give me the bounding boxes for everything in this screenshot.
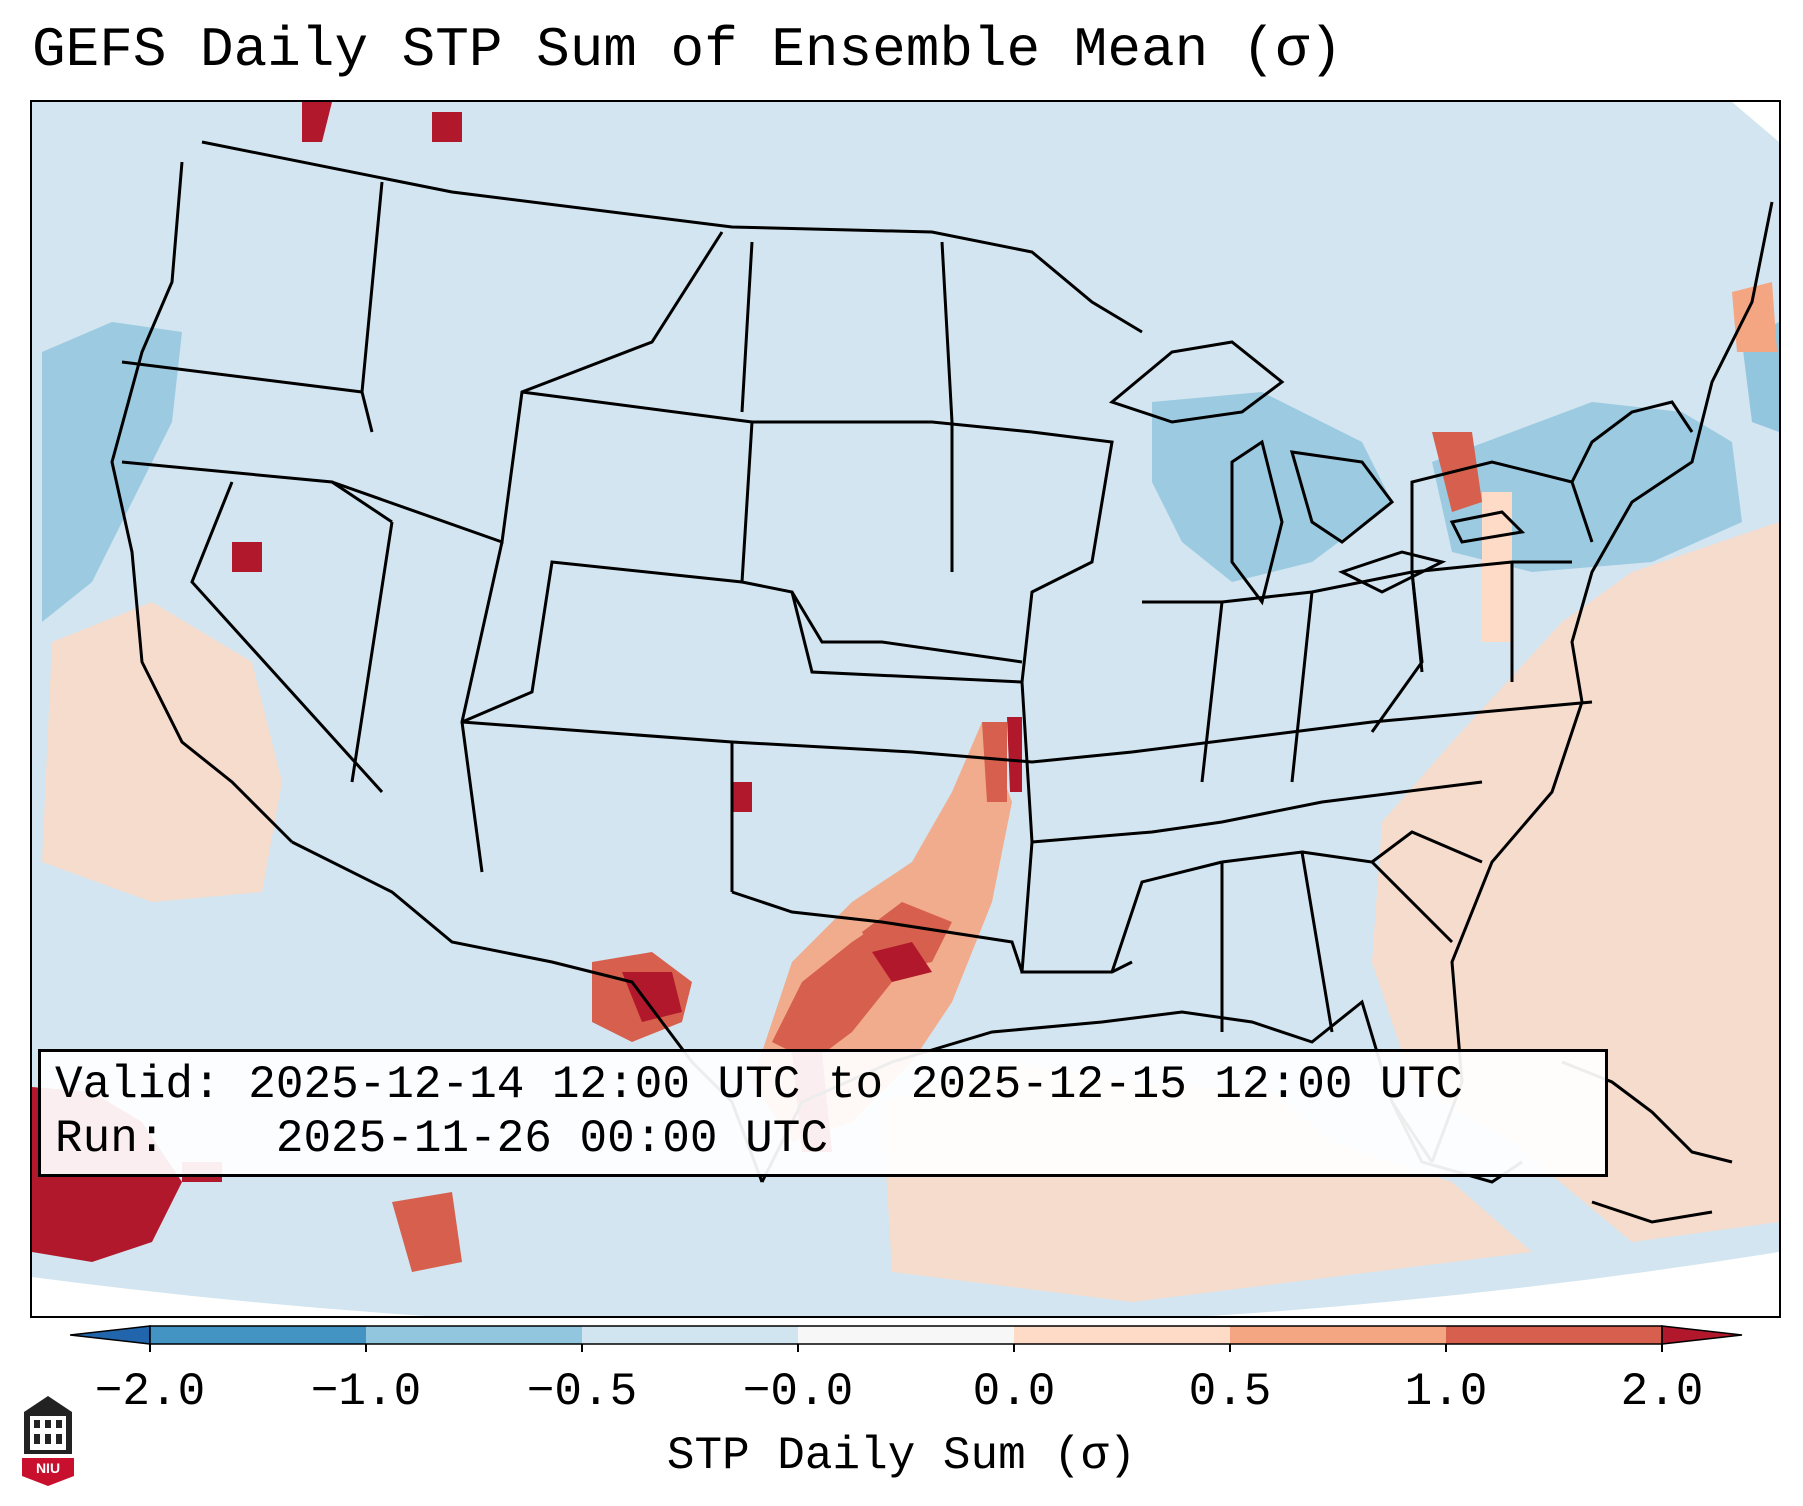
stp-anomaly-area — [42, 322, 182, 622]
colorbar-tick: −2.0 — [94, 1366, 206, 1418]
stp-anomaly-area — [622, 972, 682, 1022]
colorbar-bin — [366, 1326, 582, 1344]
colorbar-tick: 0.5 — [1188, 1366, 1272, 1418]
lake-michigan — [1230, 439, 1284, 606]
valid-info-box: Valid: 2025-12-14 12:00 UTC to 2025-12-1… — [38, 1049, 1608, 1177]
domain-edge — [32, 1252, 1779, 1316]
niu-logo: NIU — [22, 1396, 74, 1486]
colorbar-tick: −1.0 — [310, 1366, 422, 1418]
lake-erie — [1338, 550, 1447, 594]
colorbar-tick: −0.0 — [742, 1366, 854, 1418]
colorbar-bin — [1230, 1326, 1446, 1344]
stp-anomaly-area — [732, 782, 752, 812]
lake-huron — [1289, 450, 1395, 544]
lake-superior — [1108, 340, 1285, 424]
stp-anomaly-area — [42, 602, 282, 902]
valid-label: Valid: — [55, 1059, 221, 1111]
stp-anomaly-area — [432, 112, 462, 142]
lake-ontario — [1449, 510, 1526, 544]
colorbar — [70, 1325, 1743, 1352]
logo-text: NIU — [36, 1460, 60, 1476]
stp-anomaly-area — [982, 722, 1007, 802]
colorbar-bin — [798, 1326, 1014, 1344]
colorbar-tick: 2.0 — [1620, 1366, 1704, 1418]
west-coast — [110, 161, 294, 844]
colorbar-bin — [1446, 1326, 1662, 1344]
colorbar-label: STP Daily Sum (σ) — [666, 1430, 1137, 1482]
run-value: 2025-11-26 00:00 UTC — [275, 1113, 828, 1165]
east-coast — [1430, 201, 1774, 1163]
run-label: Run: — [55, 1113, 166, 1165]
boundaries — [110, 140, 1774, 1183]
stp-anomaly-area — [232, 542, 262, 572]
valid-value: 2025-12-14 12:00 UTC to 2025-12-15 12:00… — [248, 1059, 1463, 1111]
colorbar-extend-low — [70, 1325, 151, 1345]
stp-anomaly-area — [872, 942, 932, 982]
colorbar-bin — [1014, 1326, 1230, 1344]
stp-anomaly-area — [1732, 282, 1777, 352]
stp-anomaly-area — [302, 102, 332, 142]
colorbar-extend-high — [1661, 1325, 1743, 1345]
colorbar-bins — [70, 1325, 1743, 1352]
colorbar-bin — [150, 1326, 366, 1344]
colorbar-tick: 0.0 — [972, 1366, 1056, 1418]
stp-anomaly-area — [772, 922, 892, 1062]
map-title: GEFS Daily STP Sum of Ensemble Mean (σ) — [32, 18, 1343, 82]
stp-anomaly-area — [1482, 492, 1512, 642]
great-lakes — [1108, 340, 1526, 606]
border-us-canada — [201, 140, 1143, 334]
colorbar-bin — [582, 1326, 798, 1344]
stp-anomaly-area — [392, 1192, 462, 1272]
colorbar-tick: −0.5 — [526, 1366, 638, 1418]
stp-anomaly-area — [1007, 717, 1022, 792]
colorbar-tick: 1.0 — [1404, 1366, 1488, 1418]
domain-edge-ne — [1732, 102, 1779, 142]
logo-shield — [22, 1458, 74, 1486]
